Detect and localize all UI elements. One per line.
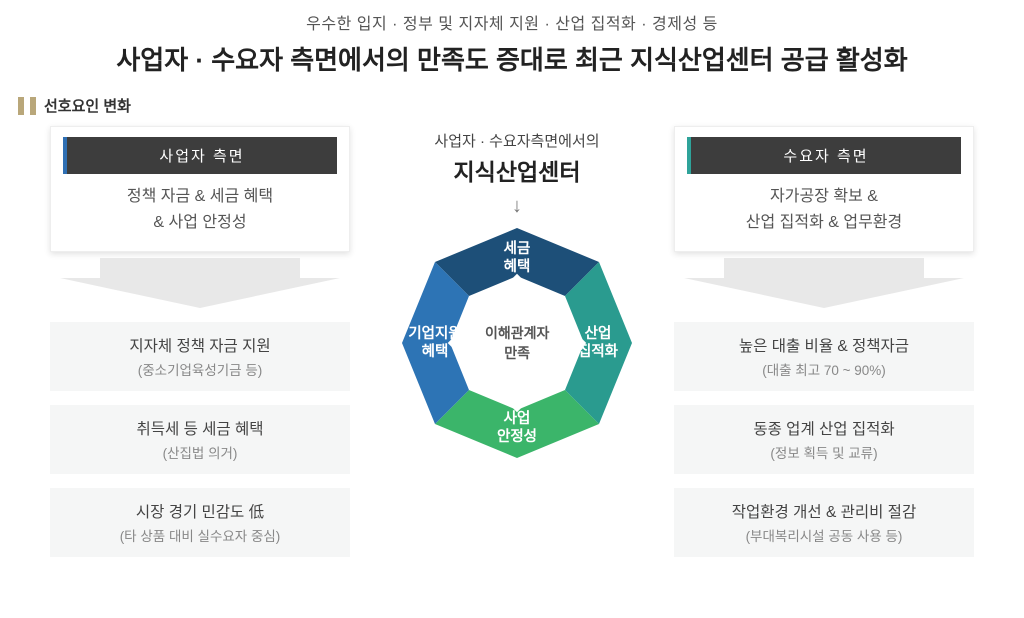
list-item-title: 높은 대출 비율 & 정책자금	[682, 334, 966, 356]
center-diamond-label: 이해관계자 만족	[485, 323, 549, 363]
left-card-title: 사업자 측면	[63, 137, 337, 174]
down-arrow-icon	[684, 258, 964, 308]
right-column: 수요자 측면 자가공장 확보 & 산업 집적화 & 업무환경 높은 대출 비율 …	[664, 126, 984, 557]
center-column: 사업자 · 수요자측면에서의 지식산업센터 ↓ 세금 혜택 산업 집적화 사업 …	[370, 126, 664, 557]
list-item: 높은 대출 비율 & 정책자금 (대출 최고 70 ~ 90%)	[674, 322, 974, 391]
arrow-down-icon: ↓	[512, 195, 522, 218]
list-item-title: 작업환경 개선 & 관리비 절감	[682, 500, 966, 522]
right-card-line1: 자가공장 확보 &	[687, 184, 961, 210]
right-card-line2: 산업 집적화 & 업무환경	[687, 210, 961, 236]
list-item-sub: (부대복리시설 공동 사용 등)	[682, 525, 966, 545]
list-item-title: 취득세 등 세금 혜택	[58, 417, 342, 439]
list-item: 지자체 정책 자금 지원 (중소기업육성기금 등)	[50, 322, 350, 391]
left-card: 사업자 측면 정책 자금 & 세금 혜택 & 사업 안정성	[50, 126, 350, 252]
left-card-line1: 정책 자금 & 세금 혜택	[63, 184, 337, 210]
left-column: 사업자 측면 정책 자금 & 세금 혜택 & 사업 안정성 지자체 정책 자금 …	[40, 126, 360, 557]
list-item: 시장 경기 민감도 低 (타 상품 대비 실수요자 중심)	[50, 488, 350, 557]
list-item-sub: (산집법 의거)	[58, 442, 342, 462]
octagon-diagram: 세금 혜택 산업 집적화 사업 안정성 기업지원 혜택 이해관계자 만족	[402, 228, 632, 458]
section-label-text: 선호요인 변화	[44, 95, 131, 116]
down-arrow-icon	[60, 258, 340, 308]
right-card-body: 자가공장 확보 & 산업 집적화 & 업무환경	[687, 174, 961, 235]
page-title: 사업자 · 수요자 측면에서의 만족도 증대로 최근 지식산업센터 공급 활성화	[0, 40, 1024, 77]
right-card: 수요자 측면 자가공장 확보 & 산업 집적화 & 업무환경	[674, 126, 974, 252]
list-item-title: 시장 경기 민감도 低	[58, 500, 342, 522]
list-item-title: 지자체 정책 자금 지원	[58, 334, 342, 356]
list-item-sub: (대출 최고 70 ~ 90%)	[682, 359, 966, 379]
right-card-title: 수요자 측면	[687, 137, 961, 174]
page-subtitle: 우수한 입지 · 정부 및 지자체 지원 · 산업 집적화 · 경제성 등	[0, 10, 1024, 34]
list-item-sub: (타 상품 대비 실수요자 중심)	[58, 525, 342, 545]
section-label: 선호요인 변화	[18, 95, 1024, 116]
list-item: 취득세 등 세금 혜택 (산집법 의거)	[50, 405, 350, 474]
list-item-sub: (중소기업육성기금 등)	[58, 359, 342, 379]
list-item-title: 동종 업계 산업 집적화	[682, 417, 966, 439]
list-item: 작업환경 개선 & 관리비 절감 (부대복리시설 공동 사용 등)	[674, 488, 974, 557]
center-subtitle: 사업자 · 수요자측면에서의	[434, 130, 599, 151]
list-item-sub: (정보 획득 및 교류)	[682, 442, 966, 462]
left-card-body: 정책 자금 & 세금 혜택 & 사업 안정성	[63, 174, 337, 235]
list-item: 동종 업계 산업 집적화 (정보 획득 및 교류)	[674, 405, 974, 474]
center-title: 지식산업센터	[454, 153, 581, 187]
left-card-line2: & 사업 안정성	[63, 210, 337, 236]
logo-icon	[18, 97, 36, 115]
